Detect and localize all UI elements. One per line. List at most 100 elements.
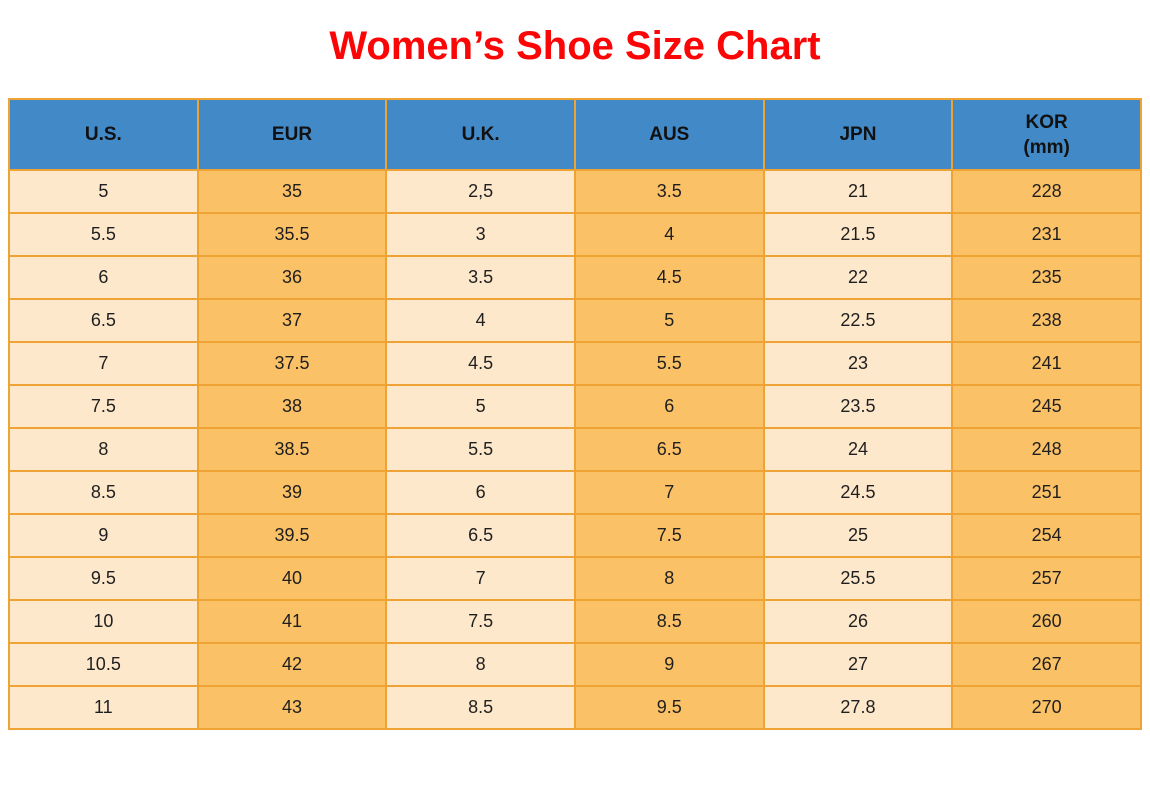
table-cell: 6: [573, 384, 765, 429]
table-cell: 35: [196, 169, 388, 214]
table-cell: 8: [8, 427, 199, 472]
table-row: 9.5 40 7 8 25.5 257: [8, 556, 1142, 601]
size-table: U.S. EUR U.K. AUS JPN KOR (mm) 5 35 2,5 3.5 21 228 5…: [8, 98, 1142, 730]
table-cell: 38.5: [196, 427, 388, 472]
table-cell: 25.5: [762, 556, 954, 601]
table-cell: 3.5: [385, 255, 576, 300]
table-cell: 5.5: [385, 427, 576, 472]
table-cell: 6.5: [385, 513, 576, 558]
table-cell: 41: [196, 599, 388, 644]
table-cell: 5: [573, 298, 765, 343]
table-cell: 8: [385, 642, 576, 687]
table-cell: 251: [951, 470, 1142, 515]
table-cell: 4.5: [573, 255, 765, 300]
page-title: Women’s Shoe Size Chart: [329, 24, 821, 68]
table-cell: 3: [385, 212, 576, 257]
table-cell: 37: [196, 298, 388, 343]
table-cell: 228: [951, 169, 1142, 214]
table-row: 7 37.5 4.5 5.5 23 241: [8, 341, 1142, 386]
table-row: 7.5 38 5 6 23.5 245: [8, 384, 1142, 429]
table-cell: 7: [385, 556, 576, 601]
table-cell: 257: [951, 556, 1142, 601]
table-cell: 5.5: [573, 341, 765, 386]
column-header-eur: EUR: [196, 98, 388, 171]
table-cell: 22.5: [762, 298, 954, 343]
table-cell: 23.5: [762, 384, 954, 429]
column-header-sublabel: (mm): [1023, 136, 1070, 158]
table-cell: 42: [196, 642, 388, 687]
table-cell: 43: [196, 685, 388, 730]
table-cell: 4.5: [385, 341, 576, 386]
table-container: U.S. EUR U.K. AUS JPN KOR (mm) 5 35 2,5 3.5 21 228 5…: [0, 98, 1150, 730]
table-cell: 39: [196, 470, 388, 515]
table-row: 6 36 3.5 4.5 22 235: [8, 255, 1142, 300]
table-cell: 38: [196, 384, 388, 429]
column-header-us: U.S.: [8, 98, 199, 171]
table-cell: 9.5: [573, 685, 765, 730]
table-cell: 11: [8, 685, 199, 730]
table-cell: 254: [951, 513, 1142, 558]
table-cell: 2,5: [385, 169, 576, 214]
table-cell: 9: [8, 513, 199, 558]
table-cell: 245: [951, 384, 1142, 429]
table-cell: 231: [951, 212, 1142, 257]
table-cell: 8.5: [8, 470, 199, 515]
table-cell: 9.5: [8, 556, 199, 601]
column-header-uk: U.K.: [385, 98, 576, 171]
table-cell: 24.5: [762, 470, 954, 515]
table-cell: 24: [762, 427, 954, 472]
table-row: 11 43 8.5 9.5 27.8 270: [8, 685, 1142, 730]
table-cell: 23: [762, 341, 954, 386]
table-cell: 6.5: [573, 427, 765, 472]
table-cell: 6: [8, 255, 199, 300]
column-header-label: U.K.: [461, 124, 500, 145]
table-cell: 235: [951, 255, 1142, 300]
table-cell: 267: [951, 642, 1142, 687]
table-cell: 7: [8, 341, 199, 386]
table-row: 8 38.5 5.5 6.5 24 248: [8, 427, 1142, 472]
table-cell: 10.5: [8, 642, 199, 687]
table-body: 5 35 2,5 3.5 21 228 5.5 35.5 3 4 21.5 231 6 36 3.5 4.5 2…: [8, 169, 1142, 730]
table-cell: 3.5: [573, 169, 765, 214]
table-row: 9 39.5 6.5 7.5 25 254: [8, 513, 1142, 558]
table-cell: 36: [196, 255, 388, 300]
table-cell: 22: [762, 255, 954, 300]
table-cell: 27: [762, 642, 954, 687]
table-cell: 25: [762, 513, 954, 558]
table-cell: 8.5: [385, 685, 576, 730]
header-row: U.S. EUR U.K. AUS JPN KOR (mm): [8, 98, 1142, 171]
table-cell: 241: [951, 341, 1142, 386]
table-cell: 248: [951, 427, 1142, 472]
table-cell: 7.5: [573, 513, 765, 558]
table-cell: 260: [951, 599, 1142, 644]
table-cell: 270: [951, 685, 1142, 730]
table-cell: 37.5: [196, 341, 388, 386]
table-cell: 6.5: [8, 298, 199, 343]
column-header-label: KOR: [1025, 111, 1068, 133]
table-cell: 26: [762, 599, 954, 644]
table-cell: 39.5: [196, 513, 388, 558]
column-header-jpn: JPN: [762, 98, 954, 171]
table-cell: 4: [385, 298, 576, 343]
table-header: U.S. EUR U.K. AUS JPN KOR (mm): [8, 98, 1142, 171]
table-row: 8.5 39 6 7 24.5 251: [8, 470, 1142, 515]
table-cell: 238: [951, 298, 1142, 343]
table-row: 10 41 7.5 8.5 26 260: [8, 599, 1142, 644]
table-cell: 40: [196, 556, 388, 601]
table-cell: 7.5: [8, 384, 199, 429]
table-row: 6.5 37 4 5 22.5 238: [8, 298, 1142, 343]
table-cell: 5: [385, 384, 576, 429]
table-row: 10.5 42 8 9 27 267: [8, 642, 1142, 687]
table-cell: 21.5: [762, 212, 954, 257]
table-cell: 9: [573, 642, 765, 687]
table-row: 5 35 2,5 3.5 21 228: [8, 169, 1142, 214]
column-header-label: EUR: [271, 124, 313, 145]
table-cell: 7: [573, 470, 765, 515]
column-header-label: U.S.: [84, 124, 122, 145]
column-header-label: AUS: [649, 124, 690, 145]
table-cell: 35.5: [196, 212, 388, 257]
table-cell: 6: [385, 470, 576, 515]
table-cell: 8.5: [573, 599, 765, 644]
table-cell: 7.5: [385, 599, 576, 644]
table-row: 5.5 35.5 3 4 21.5 231: [8, 212, 1142, 257]
